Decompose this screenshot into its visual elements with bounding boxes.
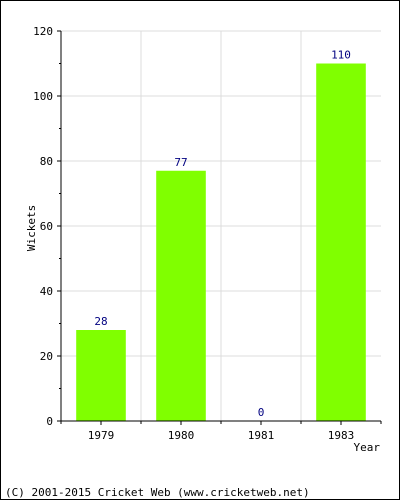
y-tick-label: 120 (33, 25, 53, 38)
y-tick-label: 100 (33, 90, 53, 103)
bar (316, 63, 366, 421)
x-axis-title: Year (354, 441, 381, 454)
x-tick-label: 1983 (328, 429, 355, 442)
data-label: 28 (94, 315, 107, 328)
bars (76, 63, 366, 421)
y-tick-label: 0 (46, 415, 53, 428)
y-tick-label: 60 (40, 220, 53, 233)
y-tick-label: 40 (40, 285, 53, 298)
x-tick-label: 1981 (248, 429, 275, 442)
bar (76, 330, 126, 421)
y-tick-label: 20 (40, 350, 53, 363)
axes (57, 30, 382, 425)
x-tick-label: 1979 (88, 429, 115, 442)
y-axis-title: Wickets (25, 205, 38, 251)
footer-copyright: (C) 2001-2015 Cricket Web (www.cricketwe… (5, 486, 310, 499)
y-tick-label: 80 (40, 155, 53, 168)
bar (156, 170, 206, 421)
x-tick-label: 1980 (168, 429, 195, 442)
data-label: 0 (258, 406, 265, 419)
labels: 0 20 40 60 80 100 120 1979 28 1980 77 1981 0 1983 110 (33, 25, 354, 442)
data-label: 77 (174, 156, 187, 169)
data-label: 110 (331, 49, 351, 62)
